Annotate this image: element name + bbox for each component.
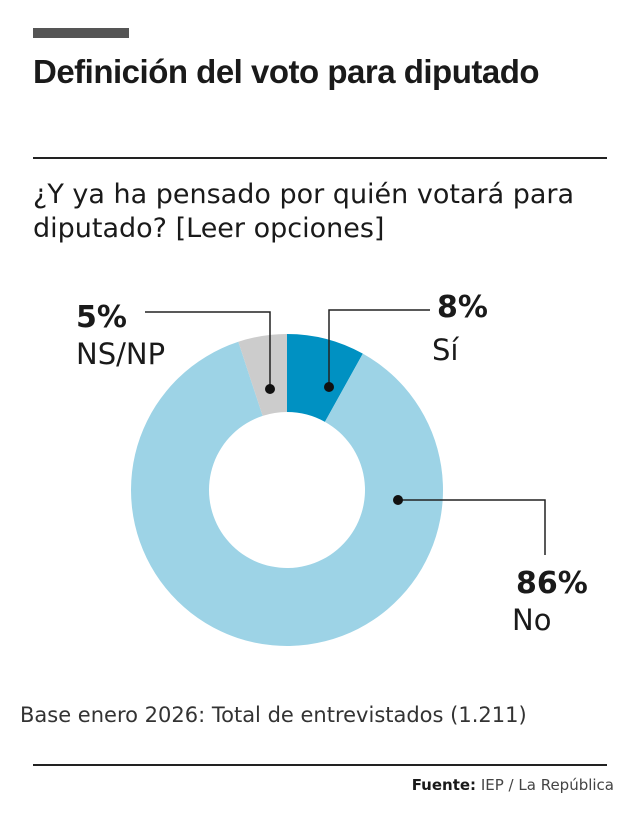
leader-line-nsnp (145, 311, 271, 389)
label-name-si: Sí (432, 333, 459, 367)
footer-divider (33, 764, 607, 766)
leader-dot-nsnp (265, 384, 275, 394)
leader-line-si (328, 309, 430, 387)
label-pct-si: 8% (437, 290, 488, 325)
source: Fuente: IEP / La República (412, 776, 614, 794)
source-value: IEP / La República (480, 776, 614, 794)
leader-dot-no (393, 495, 403, 505)
title-accent-bar (33, 28, 129, 38)
chart-subtitle: ¿Y ya ha pensado por quién votará para d… (33, 179, 575, 244)
leader-dot-si (324, 382, 334, 392)
base-note: Base enero 2026: Total de entrevistados … (20, 703, 527, 727)
divider (33, 157, 607, 159)
leader-line-no (398, 499, 546, 555)
slice-no (131, 341, 443, 646)
label-pct-no: 86% (516, 566, 588, 601)
slice-s- (287, 334, 363, 422)
slice-ns-np (238, 334, 287, 416)
label-name-no: No (512, 603, 551, 637)
source-label: Fuente: (411, 776, 477, 794)
label-name-nsnp: NS/NP (76, 337, 165, 371)
label-pct-nsnp: 5% (76, 300, 127, 335)
chart-title: Definición del voto para diputado (33, 53, 540, 90)
